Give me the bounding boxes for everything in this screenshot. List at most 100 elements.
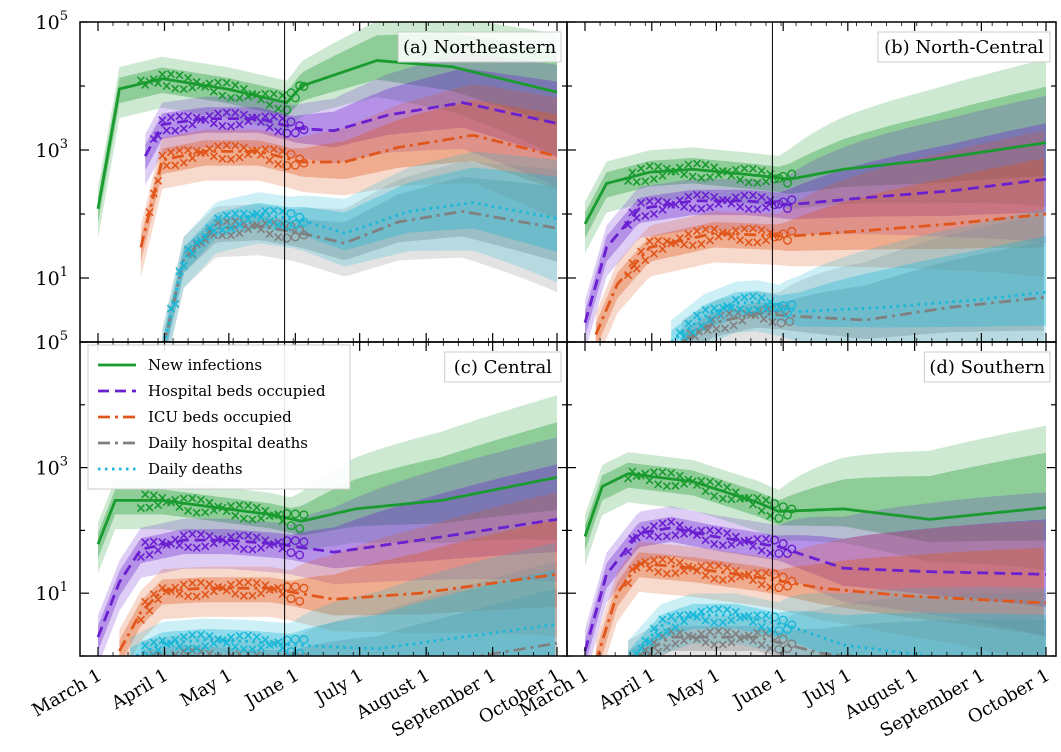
marker-x [192, 592, 201, 601]
marker-x [727, 199, 736, 208]
marker-x [205, 224, 214, 233]
infections-band-1 [585, 425, 1046, 571]
panel-3: (c) Central [79, 341, 568, 669]
marker-x [205, 580, 214, 589]
marker-x [218, 583, 227, 592]
icu-observations [624, 555, 797, 593]
marker-o [782, 235, 792, 245]
infections-band-1 [585, 59, 1046, 254]
marker-x [624, 474, 633, 483]
panel-title: (a) Northeastern [403, 37, 557, 58]
marker-x [201, 232, 210, 241]
marker-x [632, 213, 641, 222]
marker-x [624, 220, 633, 229]
marker-x [757, 640, 766, 649]
marker-x [166, 498, 175, 507]
marker-x [757, 166, 766, 175]
marker-x [736, 175, 745, 184]
marker-x [688, 204, 697, 213]
marker-o [778, 197, 788, 207]
marker-x [279, 662, 286, 669]
marker-x [714, 604, 723, 613]
marker-x [710, 540, 719, 549]
hospital-band-2 [585, 516, 1046, 656]
marker-x [736, 202, 745, 211]
icu-observations [624, 224, 797, 280]
marker-x [759, 314, 768, 323]
marker-x [192, 238, 201, 247]
marker-o [295, 81, 305, 91]
marker-o [776, 318, 786, 328]
marker-x [744, 493, 753, 502]
marker-x [710, 618, 719, 627]
marker-x [723, 529, 732, 538]
y-tick-label: 101 [36, 265, 68, 290]
marker-x [256, 95, 266, 104]
marker-o [787, 639, 797, 649]
icu-band-2 [595, 158, 1044, 342]
marker-x [641, 469, 650, 478]
marker-x [269, 539, 278, 549]
marker-x [192, 146, 201, 155]
marker-x [748, 292, 758, 301]
marker-x [628, 565, 637, 574]
hosp_deaths-line [681, 295, 1047, 342]
marker-x [141, 490, 150, 499]
marker-x [757, 546, 766, 555]
marker-x [697, 629, 706, 638]
marker-x [628, 168, 637, 177]
marker-x [731, 488, 740, 497]
marker-o [295, 524, 305, 534]
marker-x [184, 112, 193, 121]
legend-label-infections: New infections [148, 356, 262, 374]
marker-o [299, 635, 309, 645]
marker-x [761, 611, 771, 620]
marker-o [770, 232, 780, 242]
marker-x [175, 111, 184, 121]
deaths-band-2 [628, 603, 1046, 656]
deaths-line [132, 622, 558, 656]
marker-o [282, 582, 292, 592]
marker-x [192, 644, 201, 653]
marker-x [175, 502, 184, 512]
marker-x [645, 197, 654, 206]
marker-x [723, 627, 732, 636]
marker-x [701, 536, 710, 545]
marker-x [641, 177, 650, 186]
marker-x [231, 141, 240, 150]
marker-x [723, 563, 732, 572]
marker-x [222, 217, 231, 226]
marker-x [753, 178, 762, 188]
marker-x [636, 471, 646, 480]
marker-x [192, 113, 201, 122]
marker-x [662, 627, 671, 636]
marker-x [166, 70, 175, 79]
marker-x [697, 607, 706, 616]
marker-x [226, 580, 236, 589]
marker-x [184, 145, 193, 155]
marker-o [774, 173, 784, 183]
hospital-band-2 [145, 68, 557, 171]
marker-o [778, 502, 788, 512]
marker-x [244, 501, 253, 510]
marker-x [153, 595, 163, 604]
marker-x [628, 258, 637, 267]
marker-x [731, 165, 740, 174]
marker-x [675, 628, 684, 637]
marker-x [153, 500, 163, 510]
marker-x [684, 475, 693, 484]
marker-x [226, 532, 236, 541]
marker-x [705, 236, 715, 245]
marker-o [778, 301, 788, 311]
marker-x [231, 81, 240, 90]
marker-x [654, 162, 663, 171]
x-tick-label: May 1 [177, 665, 236, 711]
marker-x [701, 305, 710, 314]
marker-x [163, 655, 171, 656]
marker-x [703, 326, 712, 335]
marker-x [705, 561, 715, 570]
marker-o [774, 583, 784, 593]
marker-o [299, 510, 309, 520]
marker-x [753, 610, 762, 620]
